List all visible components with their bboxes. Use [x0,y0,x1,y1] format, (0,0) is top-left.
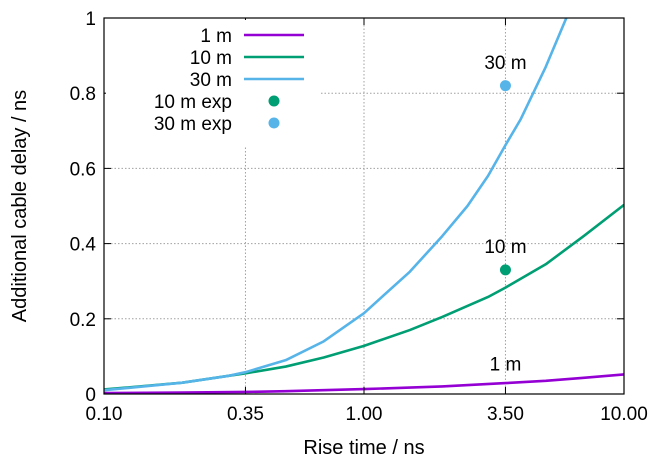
y-tick-label: 0.2 [70,310,96,331]
y-tick-label: 1 [85,9,96,30]
legend-label: 10 m [190,48,232,69]
annotation-label: 10 m [484,237,526,258]
annotation-label: 30 m [484,53,526,74]
point-10-m-exp [499,264,511,276]
y-tick-label: 0 [85,385,96,406]
legend-label: 30 m [190,70,232,91]
x-tick-label: 3.50 [487,404,524,425]
y-tick-label: 0.8 [70,84,96,105]
x-tick-label: 0.35 [227,404,264,425]
grid [104,18,624,394]
x-axis-title: Rise time / ns [303,437,424,459]
legend-label: 30 m exp [154,114,232,135]
legend-label: 1 m [200,26,232,47]
series-line-30-m [104,18,568,392]
point-30-m-exp [499,80,511,92]
legend-background [106,20,320,146]
y-tick-label: 0.6 [70,159,96,180]
y-axis-title: Additional cable delay / ns [9,90,31,322]
legend-point-swatch [268,95,280,107]
legend-label: 10 m exp [154,92,232,113]
axis-ticks: 0.10 0.35 1.00 3.50 10.00 0 0.2 0.4 0.6 0.8 1 [70,9,648,425]
x-tick-label: 1.00 [346,404,383,425]
data-points [499,80,511,276]
annotations: 30 m 10 m 1 m [484,53,526,376]
annotation-label: 1 m [490,354,522,375]
x-tick-label: 0.10 [86,404,123,425]
legend-point-swatch [268,117,280,129]
series-line-1-m [104,373,624,394]
x-tick-label: 10.00 [600,404,648,425]
y-tick-label: 0.4 [70,235,97,256]
series-lines [104,18,624,394]
